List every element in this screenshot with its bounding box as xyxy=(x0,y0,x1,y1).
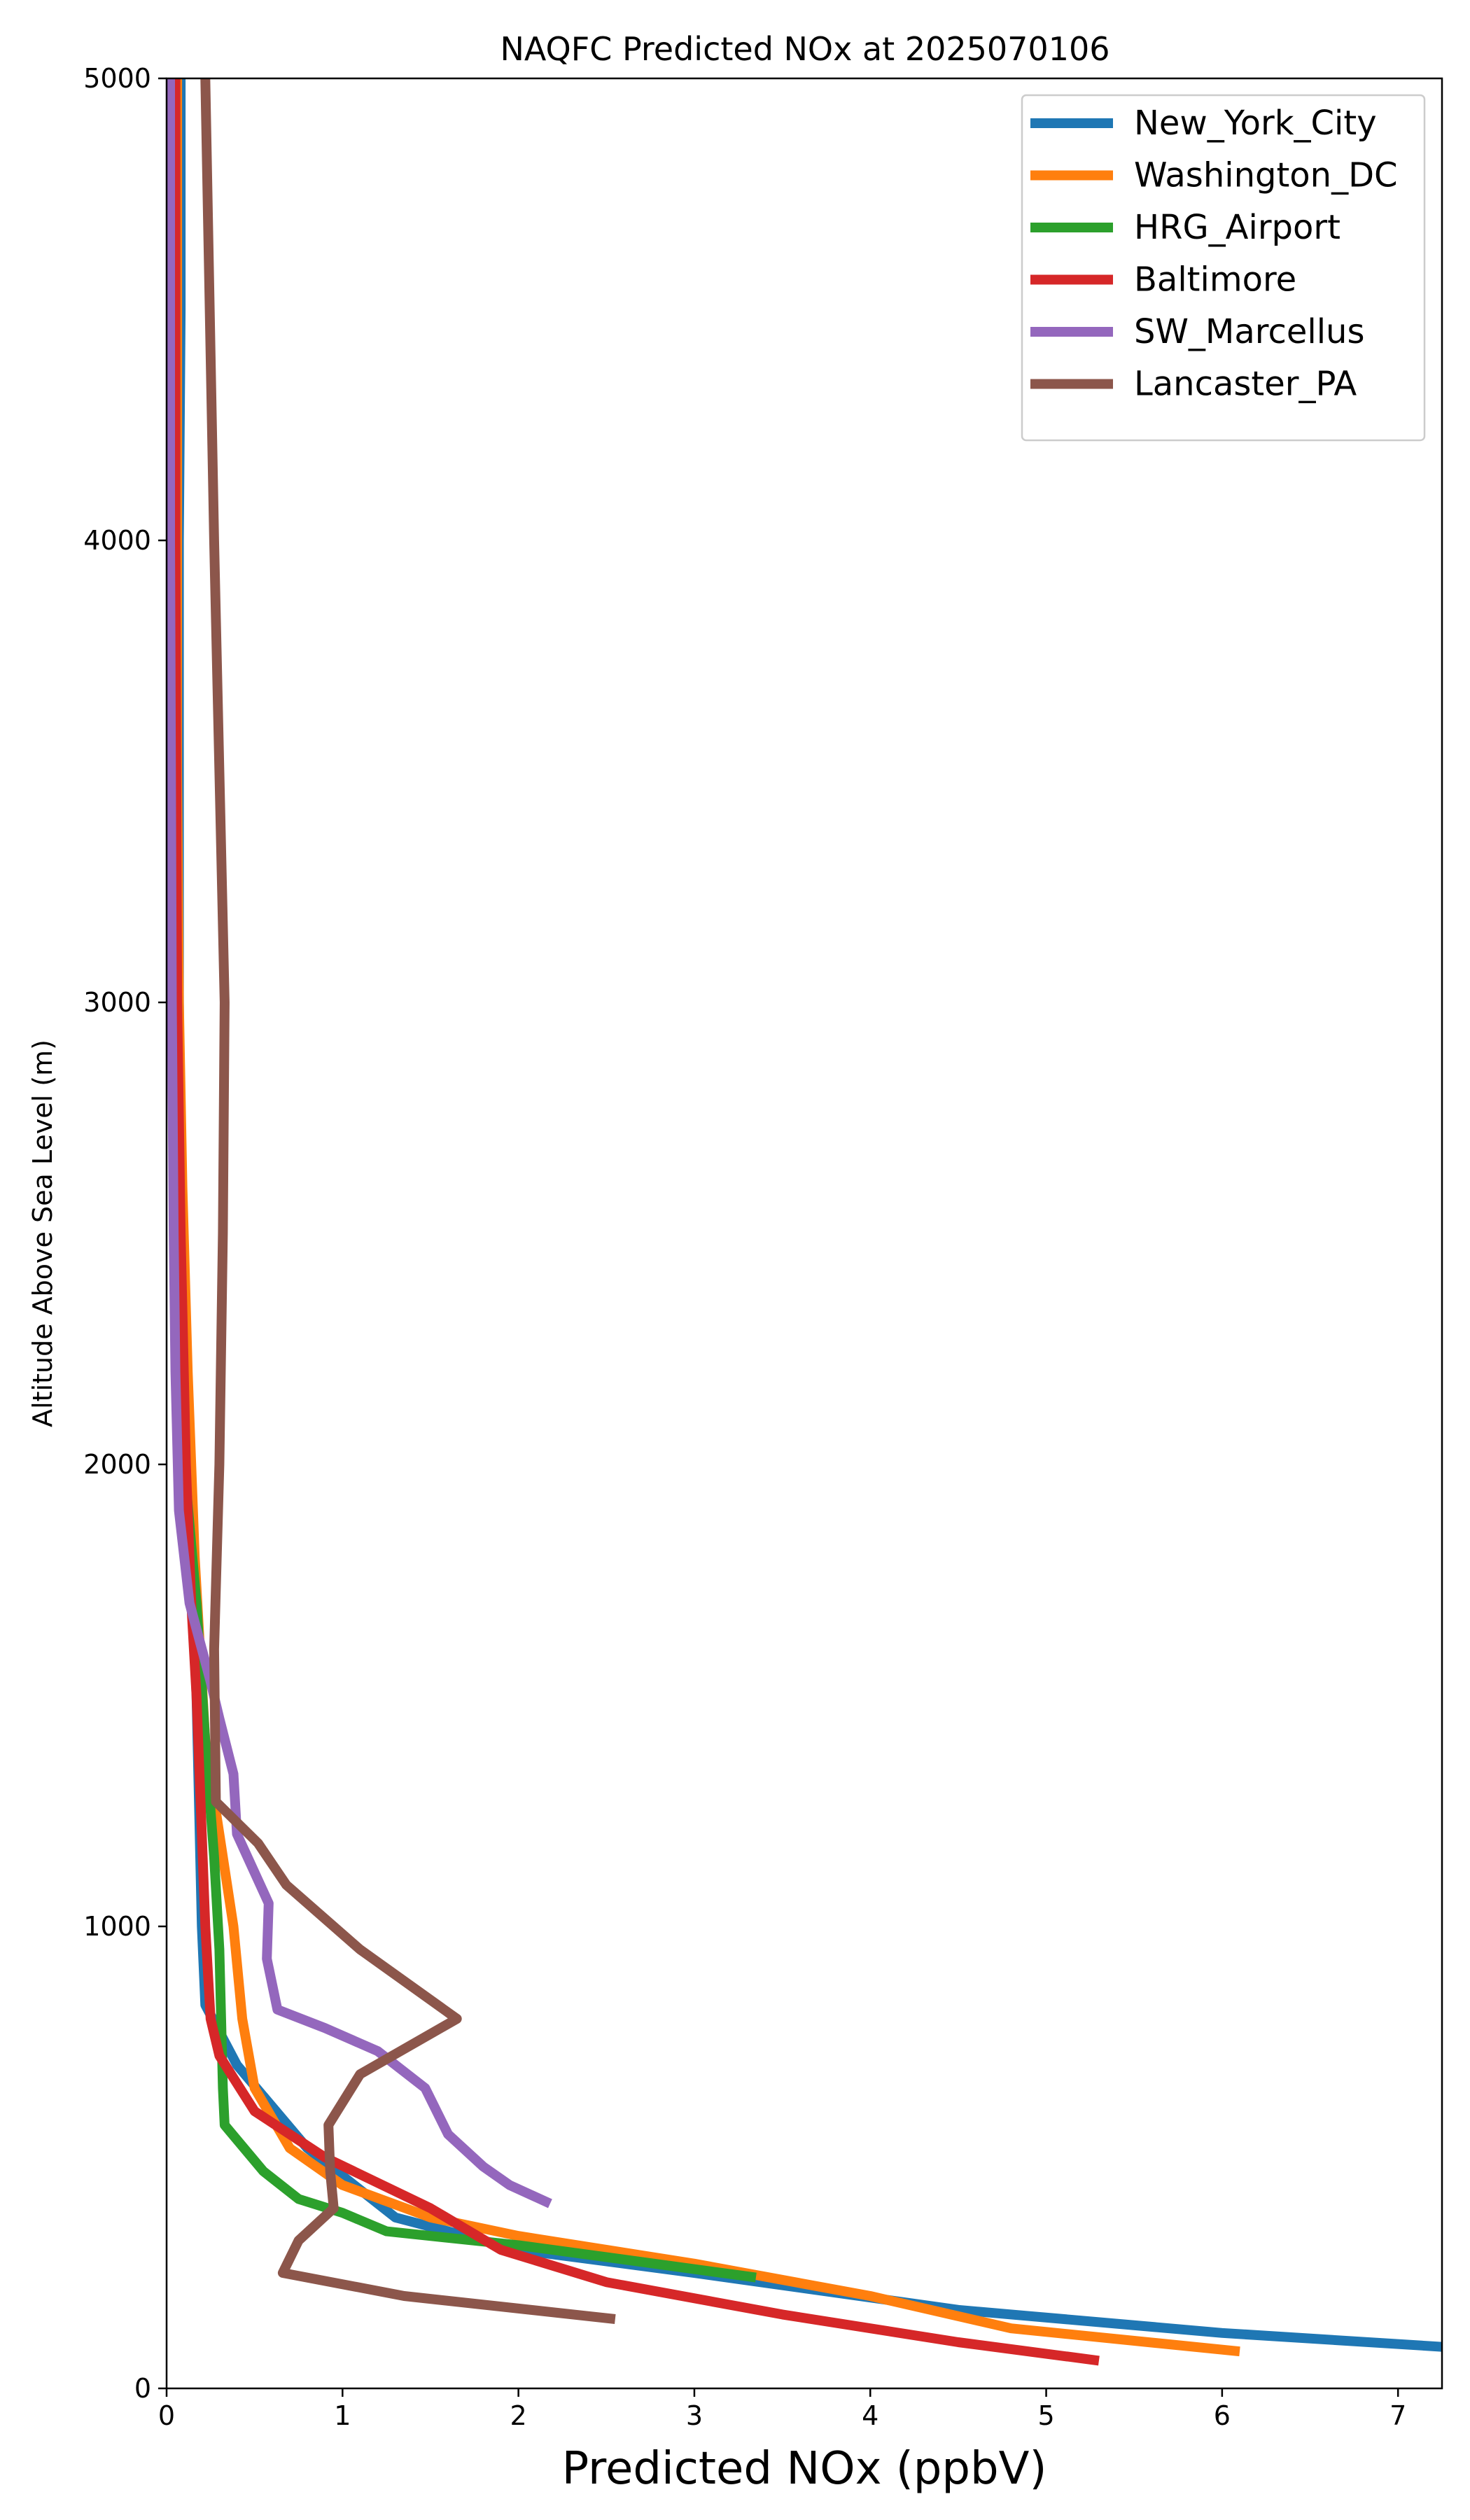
y-axis-label: Altitude Above Sea Level (m) xyxy=(27,1040,58,1427)
x-tick-label: 2 xyxy=(510,2400,527,2431)
y-tick-label: 0 xyxy=(134,2373,151,2404)
legend-label: SW_Marcellus xyxy=(1134,312,1364,351)
legend-label: Washington_DC xyxy=(1134,156,1398,195)
chart-title: NAQFC Predicted NOx at 2025070106 xyxy=(500,30,1110,68)
y-tick-label: 2000 xyxy=(83,1449,151,1480)
x-tick-label: 7 xyxy=(1390,2400,1406,2431)
legend: New_York_City Washington_DC HRG_Airport Bal… xyxy=(1021,94,1426,442)
x-tick-label: 6 xyxy=(1214,2400,1231,2431)
series-line-sw-marcellus xyxy=(167,78,552,2208)
series-line-baltimore xyxy=(170,78,1100,2366)
legend-label: Baltimore xyxy=(1134,260,1296,300)
plot-frame xyxy=(165,77,1443,2390)
x-axis: 0 1 2 3 4 5 6 7 xyxy=(158,2388,1406,2431)
legend-label: Lancaster_PA xyxy=(1134,365,1357,404)
x-tick-label: 3 xyxy=(686,2400,703,2431)
x-tick-label: 0 xyxy=(158,2400,175,2431)
y-tick-label: 3000 xyxy=(83,987,151,1018)
legend-label: New_York_City xyxy=(1134,104,1377,143)
legend-box xyxy=(1021,94,1426,442)
x-tick-label: 5 xyxy=(1037,2400,1054,2431)
y-tick-label: 5000 xyxy=(83,63,151,94)
y-axis: 0 1000 2000 3000 4000 5000 xyxy=(83,63,167,2404)
y-tick-label: 1000 xyxy=(83,1911,151,1942)
series-layer xyxy=(167,78,1442,2366)
y-tick-label: 4000 xyxy=(83,525,151,556)
x-tick-label: 1 xyxy=(334,2400,351,2431)
legend-label: HRG_Airport xyxy=(1134,208,1340,247)
series-line-lancaster-pa xyxy=(200,78,616,2324)
x-tick-label: 4 xyxy=(862,2400,878,2431)
x-axis-label: Predicted NOx (ppbV) xyxy=(562,2443,1047,2495)
